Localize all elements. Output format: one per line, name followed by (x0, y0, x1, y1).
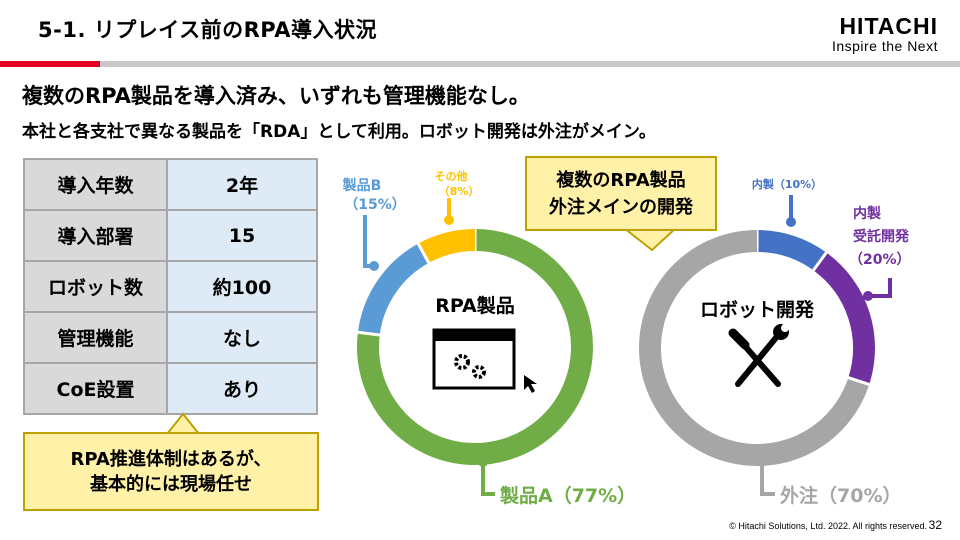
leader-dot-outsource (757, 457, 767, 467)
copyright: © Hitachi Solutions, Ltd. 2022. All righ… (729, 521, 927, 531)
header-accent-bar (0, 61, 100, 67)
leader-dot-product-b (369, 261, 379, 271)
donut-center-label: RPA製品 (435, 295, 515, 317)
label-other: その他 (435, 169, 468, 183)
hitachi-logo: HITACHI Inspire the Next (832, 14, 938, 54)
center-callout: 複数のRPA製品 外注メインの開発 (525, 156, 717, 231)
table-value: 2年 (166, 158, 318, 211)
slice-separator (846, 375, 871, 387)
table-key: 管理機能 (23, 311, 168, 364)
label-other-pct: （8%） (439, 185, 480, 198)
slice-separator (416, 241, 431, 265)
note-line: 基本的には現場任せ (90, 473, 252, 495)
leader-line-contract (868, 278, 892, 298)
leader-dot-inhouse (786, 217, 796, 227)
note-callout: RPA推進体制はあるが、 基本的には現場任せ (23, 432, 319, 511)
label-product-b: 製品B (342, 177, 382, 194)
label-outsource: 外注（70%） (780, 484, 901, 507)
leader-dot-other (444, 215, 454, 225)
label-contract-2: 受託開発 (853, 228, 910, 245)
page-number: 32 (928, 518, 942, 532)
table-value: あり (166, 362, 318, 415)
robot-dev-donut (639, 229, 875, 466)
callout-line: 複数のRPA製品 (556, 169, 686, 191)
leader-dot-contract (863, 291, 873, 301)
donut-slice-rpa-2 (418, 229, 476, 264)
table-value: 約100 (166, 260, 318, 313)
label-product-a: 製品A（77%） (499, 484, 636, 507)
table-row: 導入年数 2年 (23, 158, 318, 211)
label-inhouse: 内製（10%） (752, 177, 822, 191)
leader-dot-product-a (478, 457, 488, 467)
donut-slice-1-2 (639, 230, 870, 466)
table-key: 導入年数 (23, 158, 168, 211)
sub-headline: 本社と各支社で異なる製品を「RDA」として利用。ロボット開発は外注がメイン。 (22, 122, 656, 142)
logo-tagline: Inspire the Next (831, 38, 938, 54)
table-row: 管理機能 なし (23, 311, 318, 364)
donut-slice-rpa-0 (357, 229, 593, 465)
donut-slice-rpa-1 (357, 243, 430, 336)
wrench-screwdriver-icon (728, 324, 789, 387)
table-key: CoE設置 (23, 362, 168, 415)
table-row: CoE設置 あり (23, 362, 318, 415)
callout-line: 外注メインの開発 (549, 196, 693, 218)
leader-line-product-a (481, 462, 495, 496)
note-line: RPA推進体制はあるが、 (70, 448, 272, 470)
table-key: ロボット数 (23, 260, 168, 313)
donut-center-label: ロボット開発 (700, 298, 815, 321)
headline: 複数のRPA製品を導入済み、いずれも管理機能なし。 (22, 84, 530, 108)
info-table: 導入年数 2年 導入部署 15 ロボット数 約100 管理機能 なし CoE設置… (23, 158, 318, 415)
leader-line-outsource (760, 462, 775, 496)
table-value: なし (166, 311, 318, 364)
rpa-product-donut (356, 228, 593, 465)
page-title: 5-1. リプレイス前のRPA導入状況 (38, 18, 377, 42)
slice-separator (356, 330, 381, 337)
leader-line-product-b (363, 215, 372, 268)
app-window-gears-icon (432, 328, 537, 393)
label-contract-3: （20%） (849, 252, 911, 268)
table-row: 導入部署 15 (23, 209, 318, 262)
donut-slice-1-0 (756, 230, 827, 271)
table-row: ロボット数 約100 (23, 260, 318, 313)
label-product-b-pct: （15%） (344, 197, 406, 213)
donut-slice-1-1 (813, 252, 875, 385)
label-contract-1: 内製 (853, 205, 881, 222)
table-value: 15 (166, 209, 318, 262)
header-divider (0, 61, 960, 67)
slice-separator (811, 250, 829, 273)
logo-brand: HITACHI (839, 13, 938, 39)
table-key: 導入部署 (23, 209, 168, 262)
